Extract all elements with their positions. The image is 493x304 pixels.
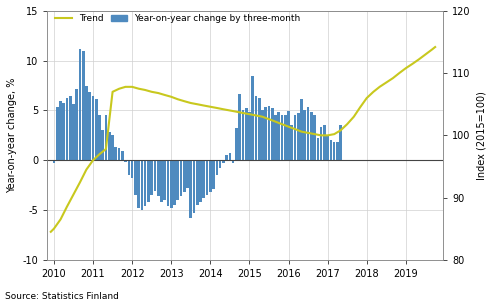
Y-axis label: Index (2015=100): Index (2015=100) bbox=[476, 91, 486, 180]
Bar bbox=[114, 147, 117, 160]
Bar bbox=[215, 160, 218, 175]
Bar bbox=[251, 76, 254, 160]
Bar bbox=[118, 148, 120, 160]
Bar bbox=[304, 110, 306, 160]
Bar bbox=[235, 128, 238, 160]
Bar bbox=[323, 126, 326, 160]
Bar bbox=[245, 109, 247, 160]
Bar bbox=[75, 88, 78, 160]
Bar bbox=[147, 160, 150, 202]
Bar bbox=[124, 160, 127, 162]
Text: Source: Statistics Finland: Source: Statistics Finland bbox=[5, 292, 119, 301]
Bar bbox=[229, 153, 231, 160]
Bar bbox=[59, 101, 62, 160]
Bar bbox=[160, 160, 163, 202]
Bar bbox=[186, 160, 189, 188]
Bar bbox=[62, 102, 65, 160]
Bar bbox=[95, 98, 98, 160]
Bar bbox=[290, 126, 293, 160]
Bar bbox=[232, 160, 235, 163]
Bar bbox=[222, 160, 225, 163]
Legend: Trend, Year-on-year change by three-month: Trend, Year-on-year change by three-mont… bbox=[52, 10, 304, 27]
Y-axis label: Year-on-year change, %: Year-on-year change, % bbox=[7, 78, 17, 193]
Bar bbox=[206, 160, 209, 195]
Bar bbox=[56, 108, 59, 160]
Bar bbox=[179, 160, 182, 196]
Bar bbox=[333, 142, 335, 160]
Bar bbox=[144, 160, 146, 206]
Bar bbox=[196, 160, 199, 205]
Bar bbox=[138, 160, 140, 208]
Bar bbox=[320, 127, 322, 160]
Bar bbox=[199, 160, 202, 202]
Bar bbox=[225, 155, 228, 160]
Bar bbox=[258, 98, 260, 160]
Bar bbox=[268, 105, 270, 160]
Bar bbox=[300, 98, 303, 160]
Bar bbox=[238, 94, 241, 160]
Bar bbox=[82, 51, 85, 160]
Bar bbox=[85, 86, 88, 160]
Bar bbox=[69, 95, 71, 160]
Bar bbox=[212, 160, 215, 189]
Bar bbox=[154, 160, 156, 191]
Bar bbox=[128, 160, 130, 175]
Bar bbox=[111, 135, 114, 160]
Bar bbox=[310, 112, 313, 160]
Bar bbox=[297, 113, 300, 160]
Bar bbox=[150, 160, 153, 195]
Bar bbox=[66, 98, 69, 160]
Bar bbox=[336, 142, 339, 160]
Bar bbox=[278, 112, 280, 160]
Bar bbox=[176, 160, 179, 200]
Bar bbox=[284, 116, 286, 160]
Bar bbox=[271, 109, 274, 160]
Bar bbox=[167, 160, 169, 206]
Bar bbox=[131, 160, 134, 178]
Bar bbox=[254, 95, 257, 160]
Bar bbox=[189, 160, 192, 218]
Bar bbox=[88, 92, 91, 160]
Bar bbox=[317, 138, 319, 160]
Bar bbox=[108, 132, 110, 160]
Bar bbox=[79, 49, 81, 160]
Bar bbox=[219, 160, 221, 168]
Bar bbox=[53, 160, 55, 163]
Bar bbox=[102, 130, 104, 160]
Bar bbox=[209, 160, 211, 192]
Bar bbox=[72, 104, 75, 160]
Bar bbox=[274, 116, 277, 160]
Bar bbox=[307, 108, 310, 160]
Bar bbox=[170, 160, 173, 208]
Bar bbox=[193, 160, 195, 213]
Bar bbox=[326, 135, 329, 160]
Bar bbox=[183, 160, 185, 192]
Bar bbox=[163, 160, 166, 200]
Bar bbox=[173, 160, 176, 205]
Bar bbox=[242, 110, 244, 160]
Bar bbox=[92, 95, 94, 160]
Bar bbox=[134, 160, 137, 195]
Bar bbox=[313, 116, 316, 160]
Bar bbox=[281, 116, 283, 160]
Bar bbox=[339, 126, 342, 160]
Bar bbox=[203, 160, 205, 198]
Bar bbox=[98, 116, 101, 160]
Bar bbox=[105, 116, 107, 160]
Bar bbox=[248, 112, 251, 160]
Bar bbox=[121, 151, 124, 160]
Bar bbox=[287, 112, 290, 160]
Bar bbox=[264, 108, 267, 160]
Bar bbox=[294, 116, 296, 160]
Bar bbox=[329, 140, 332, 160]
Bar bbox=[157, 160, 160, 196]
Bar bbox=[261, 110, 264, 160]
Bar bbox=[141, 160, 143, 210]
